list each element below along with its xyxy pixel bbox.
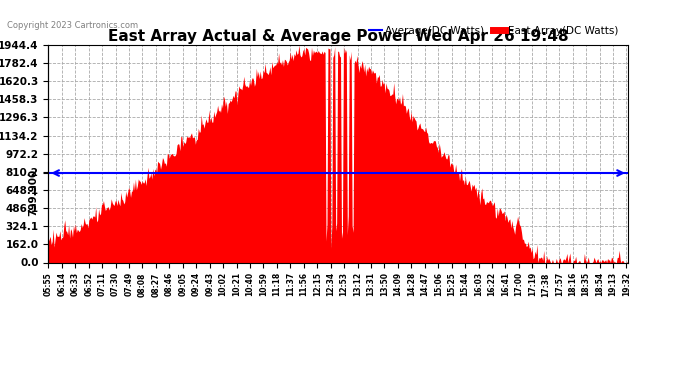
Legend: Average(DC Watts), East Array(DC Watts): Average(DC Watts), East Array(DC Watts) [365, 22, 622, 40]
Title: East Array Actual & Average Power Wed Apr 26 19:48: East Array Actual & Average Power Wed Ap… [108, 29, 569, 44]
Text: Copyright 2023 Cartronics.com: Copyright 2023 Cartronics.com [7, 21, 138, 30]
